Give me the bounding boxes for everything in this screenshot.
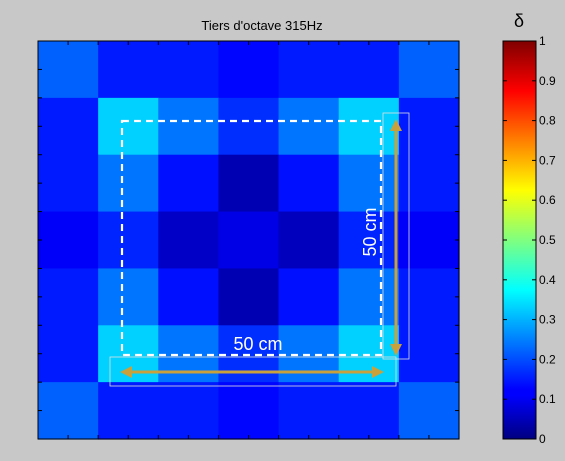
colorbar-ticks: 0 0.1 0.2 0.3 0.4 0.5 0.6 0.7 0.8 0.9 1: [503, 34, 556, 446]
heatmap-cell: [338, 268, 400, 326]
heatmap-cell: [158, 211, 220, 270]
heatmap-cell: [398, 382, 460, 440]
heatmap-cell: [278, 211, 340, 270]
heatmap-cell: [158, 268, 220, 326]
heatmap-cell: [338, 97, 400, 156]
heatmap-cell: [278, 41, 340, 99]
colorbar-tick-label: 0.6: [539, 193, 556, 207]
heatmap-cell: [218, 211, 280, 270]
chart-title: Tiers d'octave 315Hz: [201, 18, 322, 33]
measurement-square: [120, 119, 383, 357]
heatmap-cell: [278, 268, 340, 326]
heatmap-cell: [398, 268, 460, 326]
heatmap-cell: [38, 41, 99, 99]
colorbar-tick-label: 0.7: [539, 153, 556, 167]
colorbar-tick-label: 1: [539, 34, 546, 48]
heatmap-cell: [398, 154, 460, 213]
heatmap-cell: [218, 268, 280, 326]
heatmap-cell: [218, 97, 280, 156]
heatmap-cell: [398, 325, 460, 383]
heatmap-cell: [338, 154, 400, 213]
heatmap-cell: [398, 211, 460, 270]
heatmap-cell: [38, 268, 99, 326]
heatmap-cell: [98, 154, 159, 213]
vertical-dimension-arrow: [390, 119, 402, 356]
colorbar-tick-label: 0.1: [539, 392, 556, 406]
heatmap-cell: [158, 97, 220, 156]
heatmap-cell: [158, 382, 220, 440]
heatmap-cell: [218, 41, 280, 99]
colorbar-tick-label: 0: [539, 432, 546, 446]
heatmap-cell: [98, 382, 159, 440]
heatmap-cell: [218, 154, 280, 213]
axis-ticks: [38, 41, 459, 439]
heatmap-cell: [338, 211, 400, 270]
heatmap-cell: [398, 41, 460, 99]
heatmap-cell: [38, 211, 99, 270]
heatmap-cell: [338, 41, 400, 99]
horizontal-dimension-label: 50 cm: [233, 334, 282, 354]
heatmap-cell: [158, 154, 220, 213]
heatmap-cell: [158, 41, 220, 99]
heatmap-cell: [398, 97, 460, 156]
horizontal-arrow-box: [109, 356, 397, 387]
heatmap-cell: [218, 382, 280, 440]
heatmap-cell: [38, 97, 99, 156]
colorbar-tick-label: 0.8: [539, 114, 556, 128]
heatmap-cell: [98, 211, 159, 270]
heatmap-cell: [338, 382, 400, 440]
heatmap-cell: [38, 154, 99, 213]
heatmap-cell: [98, 97, 159, 156]
colorbar-tick-label: 0.9: [539, 74, 556, 88]
heatmap-cell: [98, 41, 159, 99]
heatmap-cell: [278, 154, 340, 213]
colorbar-label: δ: [514, 11, 524, 31]
colorbar-gradient: [502, 40, 537, 440]
heatmap-cell: [38, 325, 99, 383]
heatmap-cell: [98, 268, 159, 326]
colorbar-tick-label: 0.4: [539, 273, 556, 287]
colorbar-tick-label: 0.5: [539, 233, 556, 247]
heatmap-cell: [278, 97, 340, 156]
colorbar-tick-label: 0.3: [539, 313, 556, 327]
colorbar-tick-label: 0.2: [539, 352, 556, 366]
heatmap-cell: [38, 382, 99, 440]
heatmap-cell: [278, 382, 340, 440]
vertical-arrow-box: [382, 112, 410, 360]
vertical-dimension-label: 50 cm: [360, 207, 380, 256]
annotation-overlay: 50 cm 50 cm: [109, 112, 410, 387]
horizontal-dimension-arrow: [120, 366, 384, 378]
colorbar: 0 0.1 0.2 0.3 0.4 0.5 0.6 0.7 0.8 0.9 1 δ: [502, 11, 556, 446]
